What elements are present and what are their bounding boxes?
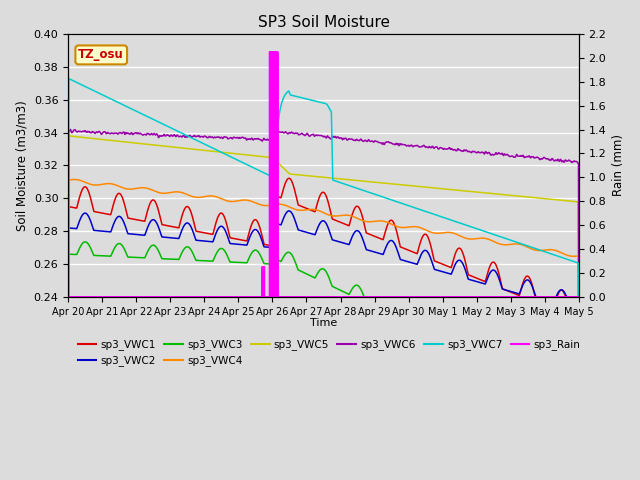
Title: SP3 Soil Moisture: SP3 Soil Moisture	[257, 15, 390, 30]
Text: TZ_osu: TZ_osu	[78, 48, 124, 61]
X-axis label: Time: Time	[310, 318, 337, 328]
Legend: sp3_VWC1, sp3_VWC2, sp3_VWC3, sp3_VWC4, sp3_VWC5, sp3_VWC6, sp3_VWC7, sp3_Rain: sp3_VWC1, sp3_VWC2, sp3_VWC3, sp3_VWC4, …	[74, 335, 584, 371]
Y-axis label: Soil Moisture (m3/m3): Soil Moisture (m3/m3)	[15, 100, 28, 231]
Y-axis label: Rain (mm): Rain (mm)	[612, 134, 625, 196]
